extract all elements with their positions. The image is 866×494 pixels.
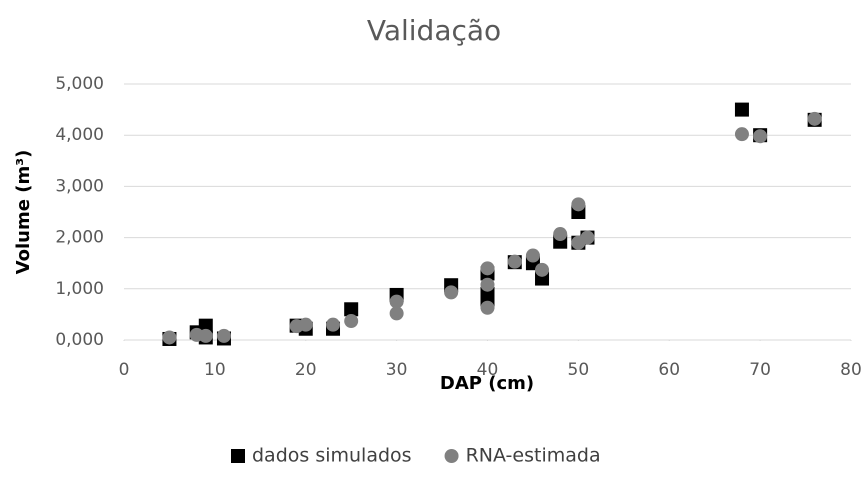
- marker-square: [344, 302, 359, 317]
- marker-circle: [298, 317, 313, 332]
- x-tick-label: 50: [568, 360, 590, 380]
- legend-label: dados simulados: [252, 445, 412, 467]
- marker-circle: [389, 306, 404, 321]
- legend-marker: [231, 449, 245, 463]
- x-tick-label: 40: [477, 360, 499, 380]
- x-axis-label: DAP (cm): [440, 373, 534, 394]
- marker-circle: [753, 129, 768, 144]
- x-tick-label: 10: [204, 360, 226, 380]
- marker-square: [734, 102, 749, 117]
- marker-circle: [480, 300, 495, 315]
- marker-circle: [198, 328, 213, 343]
- y-tick-label: 1,000: [55, 279, 104, 299]
- marker-circle: [326, 317, 341, 332]
- marker-circle: [571, 197, 586, 212]
- marker-circle: [553, 227, 568, 242]
- y-tick-label: 4,000: [55, 125, 104, 145]
- x-tick-label: 70: [749, 360, 771, 380]
- y-tick-label: 0,000: [55, 330, 104, 350]
- marker-circle: [535, 262, 550, 277]
- marker-circle: [444, 285, 459, 300]
- y-tick-label: 3,000: [55, 176, 104, 196]
- marker-circle: [162, 330, 177, 345]
- marker-circle: [480, 261, 495, 276]
- legend-label: RNA-estimada: [466, 445, 601, 467]
- marker-circle: [480, 277, 495, 292]
- marker-circle: [389, 294, 404, 309]
- x-tick-label: 30: [386, 360, 408, 380]
- marker-circle: [216, 328, 231, 343]
- y-axis-label: Volume (m³): [13, 150, 34, 275]
- marker-circle: [344, 314, 359, 329]
- marker-circle: [807, 111, 822, 126]
- y-tick-label: 2,000: [55, 228, 104, 248]
- x-tick-label: 20: [295, 360, 317, 380]
- legend-marker: [444, 449, 459, 463]
- x-tick-label: 80: [840, 360, 862, 380]
- x-tick-label: 0: [119, 360, 130, 380]
- marker-square: [198, 318, 213, 333]
- marker-circle: [580, 230, 595, 245]
- y-tick-label: 5,000: [55, 74, 104, 94]
- marker-circle: [525, 248, 540, 263]
- chart-title: Validação: [367, 14, 501, 47]
- marker-circle: [507, 254, 522, 269]
- x-tick-label: 60: [658, 360, 680, 380]
- marker-circle: [734, 127, 749, 142]
